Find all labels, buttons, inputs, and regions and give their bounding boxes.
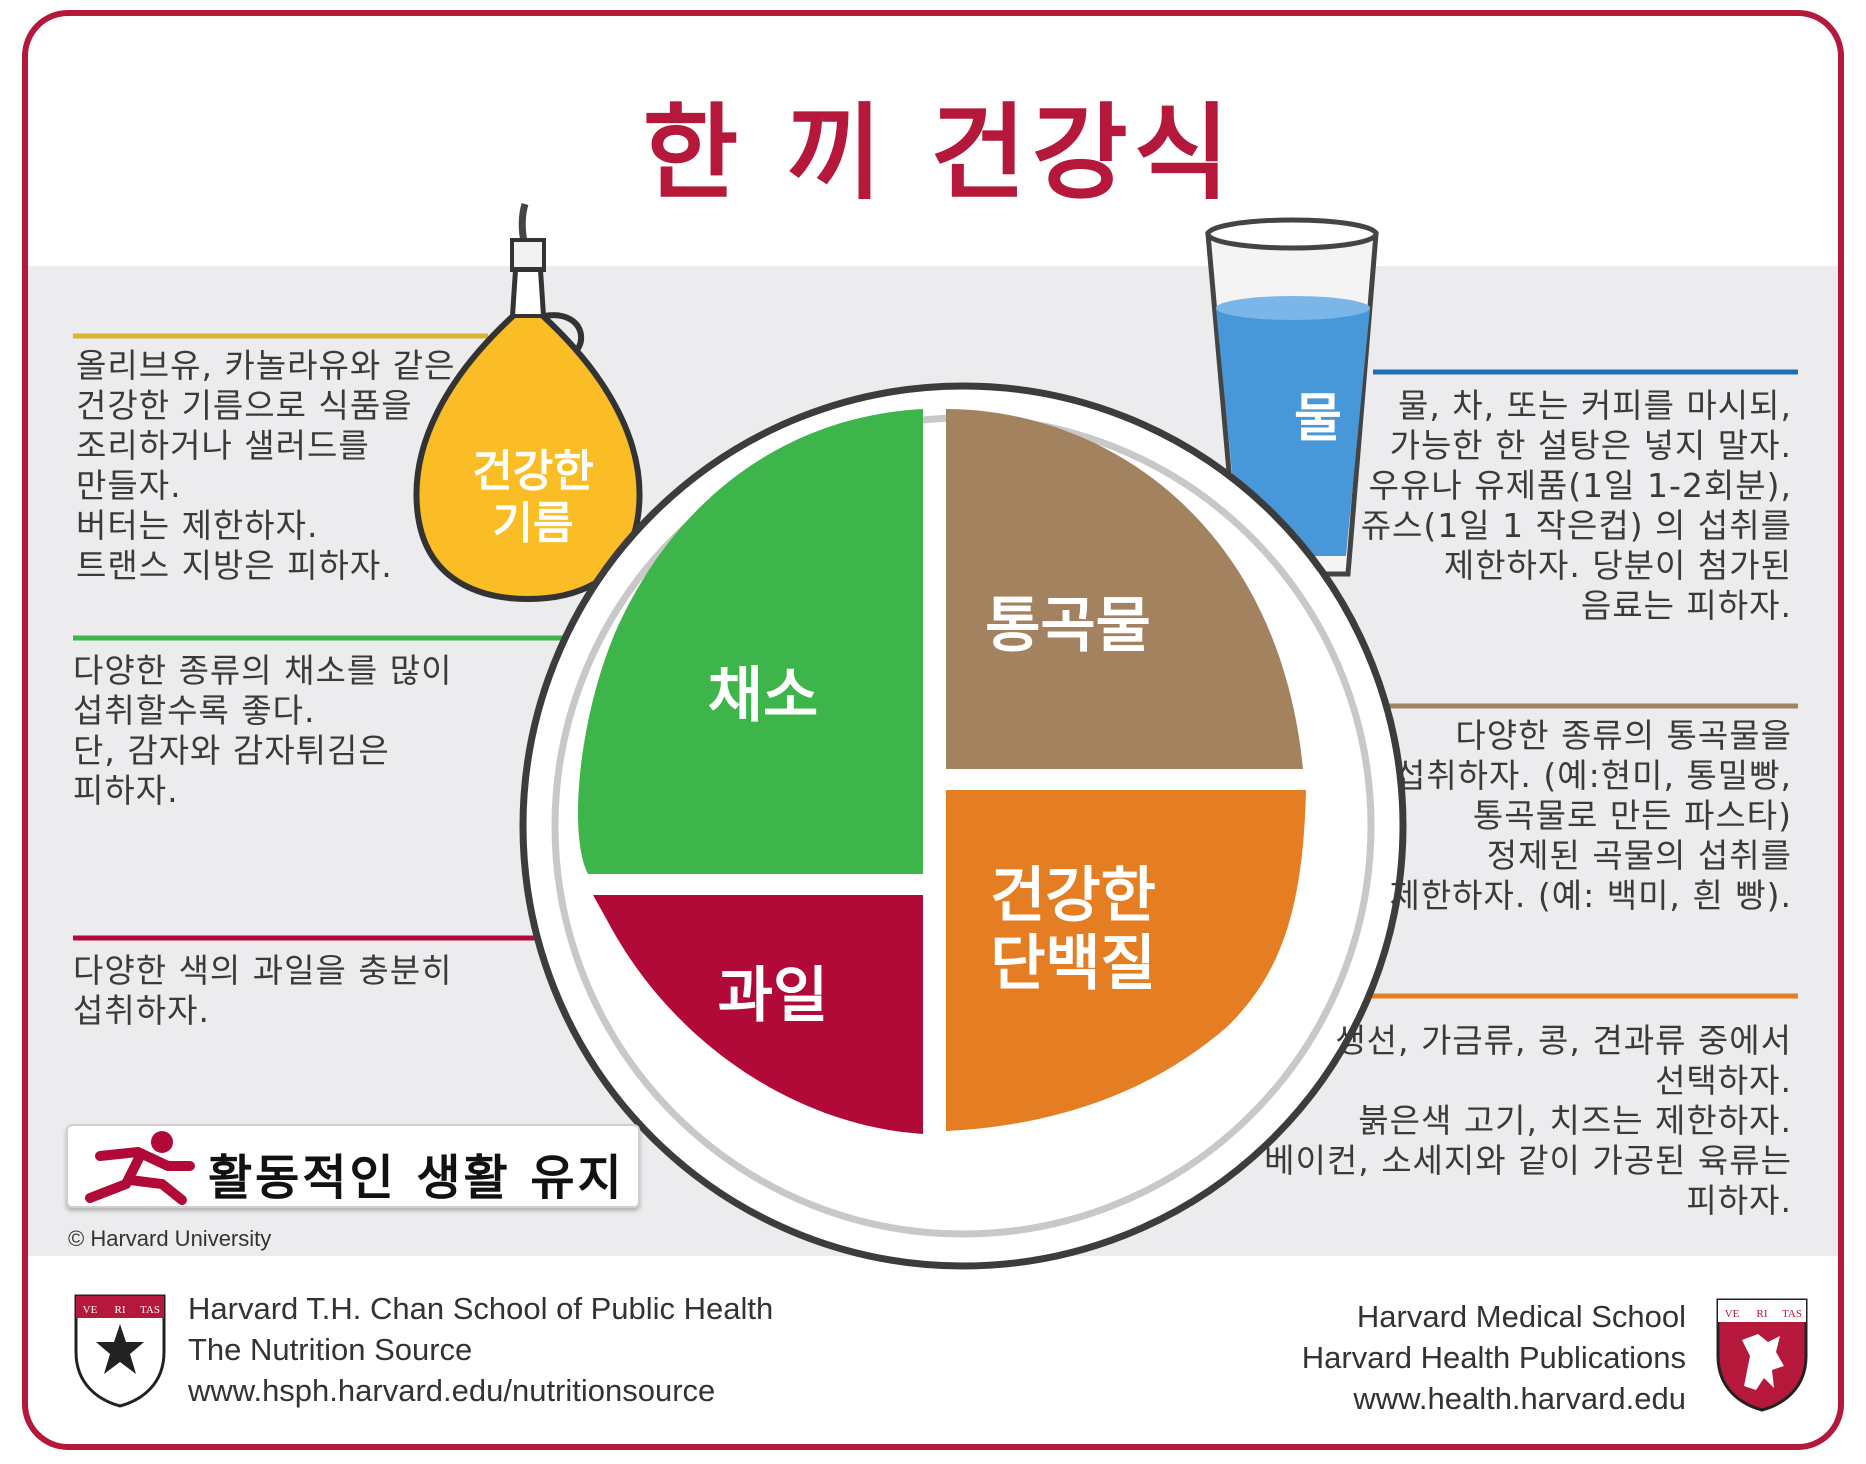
- plate: 채소 통곡물 과일 건강한 단백질: [519, 382, 1407, 1270]
- label-protein-line2: 단백질: [990, 929, 1156, 999]
- plate-section-vegetables: [578, 409, 923, 874]
- whole-grains-note: 다양한 종류의 통곡물을 섭취하자. (예:현미, 통밀빵, 통곡물로 만든 파…: [1389, 716, 1792, 915]
- hsph-crest-logo: VE RI TAS: [74, 1294, 166, 1408]
- label-whole-grains: 통곡물: [985, 591, 1151, 661]
- oil-label-line1: 건강한: [472, 446, 593, 497]
- water-note: 물, 차, 또는 커피를 마시되, 가능한 한 설탕은 넣지 말자. 우유나 유…: [1360, 386, 1792, 625]
- healthy-plate-diagram: 건강한 기름 물 채소 통곡물 과일 건강한 단백질: [73, 203, 1798, 1270]
- oil-note: 올리브유, 카놀라유와 같은 건강한 기름으로 식품을 조리하거나 샐러드를 만…: [76, 346, 456, 585]
- nutrition-source-name: The Nutrition Source: [188, 1332, 473, 1367]
- hsph-url-link[interactable]: www.hsph.harvard.edu/nutritionsource: [188, 1373, 716, 1408]
- copyright: © Harvard University: [68, 1226, 272, 1251]
- protein-note: 생선, 가금류, 콩, 견과류 중에서 선택하자. 붉은색 고기, 치즈는 제한…: [1264, 1021, 1792, 1220]
- plate-section-whole-grains: [946, 409, 1303, 769]
- label-protein-line1: 건강한: [990, 861, 1156, 931]
- fruits-note: 다양한 색의 과일을 충분히 섭취하자.: [73, 951, 453, 1030]
- oil-bottle-icon: 건강한 기름: [413, 203, 643, 603]
- label-fruits: 과일: [718, 961, 828, 1031]
- svg-text:RI: RI: [115, 1304, 126, 1316]
- water-label: 물: [1294, 389, 1342, 449]
- svg-text:TAS: TAS: [140, 1304, 160, 1316]
- svg-text:TAS: TAS: [1782, 1308, 1802, 1320]
- vegetables-note: 다양한 종류의 채소를 많이 섭취할수록 좋다. 단, 감자와 감자튀김은 피하…: [73, 651, 453, 810]
- plate-section-fruits: [593, 895, 923, 1134]
- hms-crest-logo: VE RI TAS: [1716, 1298, 1808, 1412]
- running-person-icon: [85, 1131, 195, 1205]
- page-title: 한 끼 건강식: [642, 92, 1236, 214]
- svg-text:RI: RI: [1757, 1308, 1768, 1320]
- hms-school-name: Harvard Medical School: [1356, 1299, 1686, 1334]
- svg-text:VE: VE: [83, 1304, 98, 1316]
- stay-active-label: 활동적인 생활 유지: [208, 1150, 625, 1206]
- health-publications-name: Harvard Health Publications: [1301, 1340, 1686, 1375]
- stay-active-banner: 활동적인 생활 유지: [66, 1124, 640, 1208]
- svg-text:VE: VE: [1725, 1308, 1740, 1320]
- poster-frame: 한 끼 건강식 건강한 기름 물: [22, 10, 1844, 1450]
- label-vegetables: 채소: [708, 661, 818, 731]
- plate-section-protein: [946, 790, 1306, 1131]
- oil-label-line2: 기름: [493, 498, 574, 549]
- footer-hsph: Harvard T.H. Chan School of Public Healt…: [188, 1288, 773, 1411]
- hsph-school-name: Harvard T.H. Chan School of Public Healt…: [188, 1291, 774, 1326]
- health-url-link[interactable]: www.health.harvard.edu: [1353, 1381, 1686, 1416]
- footer-hms: Harvard Medical School Harvard Health Pu…: [1302, 1296, 1686, 1419]
